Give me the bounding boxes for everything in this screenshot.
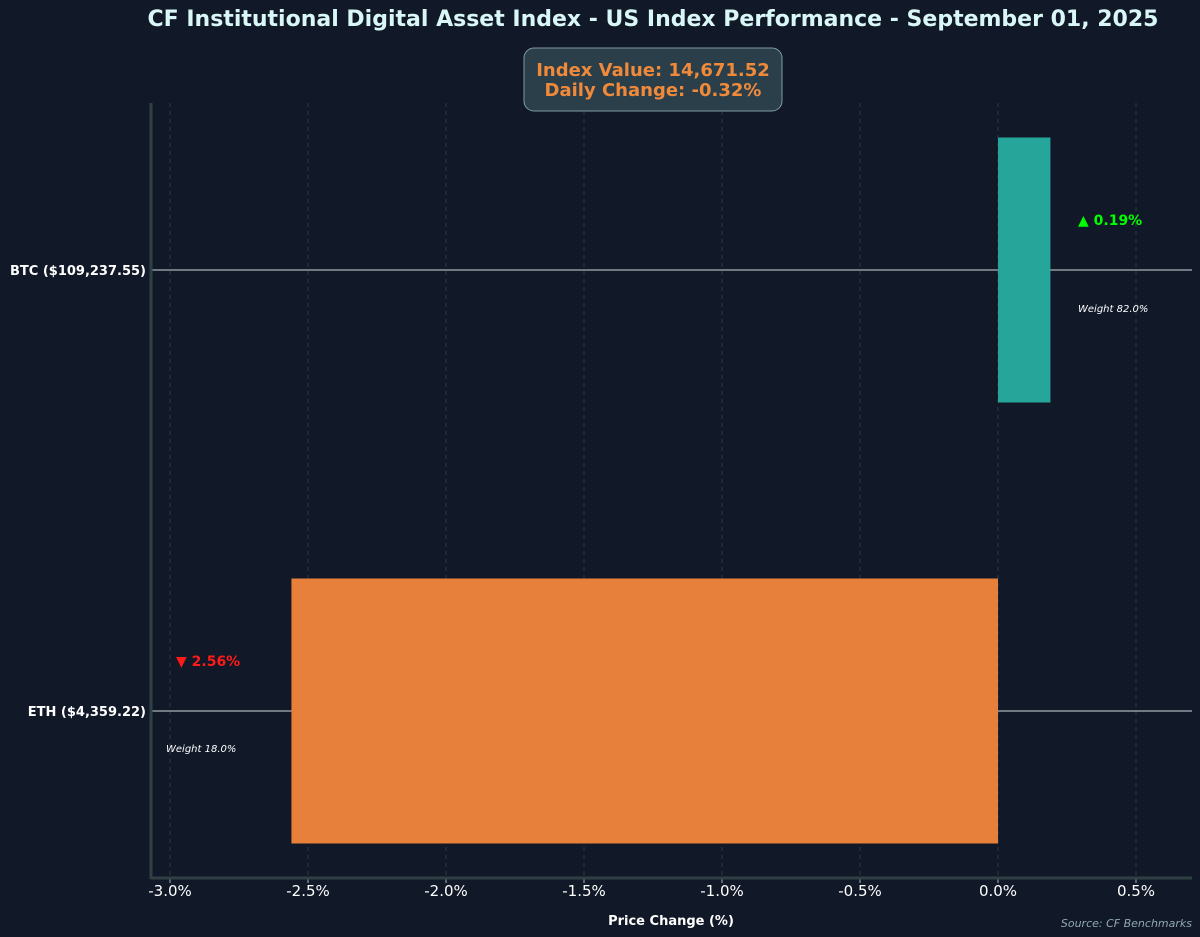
- bar-0: [998, 137, 1051, 403]
- weight-label: Weight 18.0%: [166, 744, 236, 755]
- axes: [149, 103, 1192, 883]
- x-tick-label: -1.0%: [700, 882, 744, 900]
- x-tick-label: 0.0%: [979, 882, 1017, 900]
- summary-box: Index Value: 14,671.52 Daily Change: -0.…: [523, 47, 783, 112]
- bars: [291, 137, 1051, 844]
- index-value-label: Index Value: 14,671.52: [536, 60, 770, 81]
- x-tick-label: -2.5%: [286, 882, 330, 900]
- change-label: ▲ 0.19%: [1078, 213, 1142, 229]
- x-tick-label: -1.5%: [562, 882, 606, 900]
- change-label: ▼ 2.56%: [176, 654, 240, 670]
- category-label: BTC ($109,237.55): [10, 264, 146, 279]
- x-tick-label: -2.0%: [424, 882, 468, 900]
- x-tick-label: 0.5%: [1117, 882, 1155, 900]
- weight-label: Weight 82.0%: [1078, 304, 1148, 315]
- category-label: ETH ($4,359.22): [28, 705, 146, 720]
- x-axis-label: Price Change (%): [608, 914, 734, 929]
- source-note: Source: CF Benchmarks: [1061, 917, 1192, 930]
- bar-1: [291, 578, 998, 844]
- x-tick-label: -0.5%: [838, 882, 882, 900]
- x-tick-label: -3.0%: [148, 882, 192, 900]
- labels: -3.0% -2.5% -2.0% -1.5% -1.0% -0.5% 0.0% 0.5% BT…: [10, 213, 1155, 900]
- daily-change-label: Daily Change: -0.32%: [545, 80, 762, 101]
- chart-title: CF Institutional Digital Asset Index - U…: [148, 7, 1159, 32]
